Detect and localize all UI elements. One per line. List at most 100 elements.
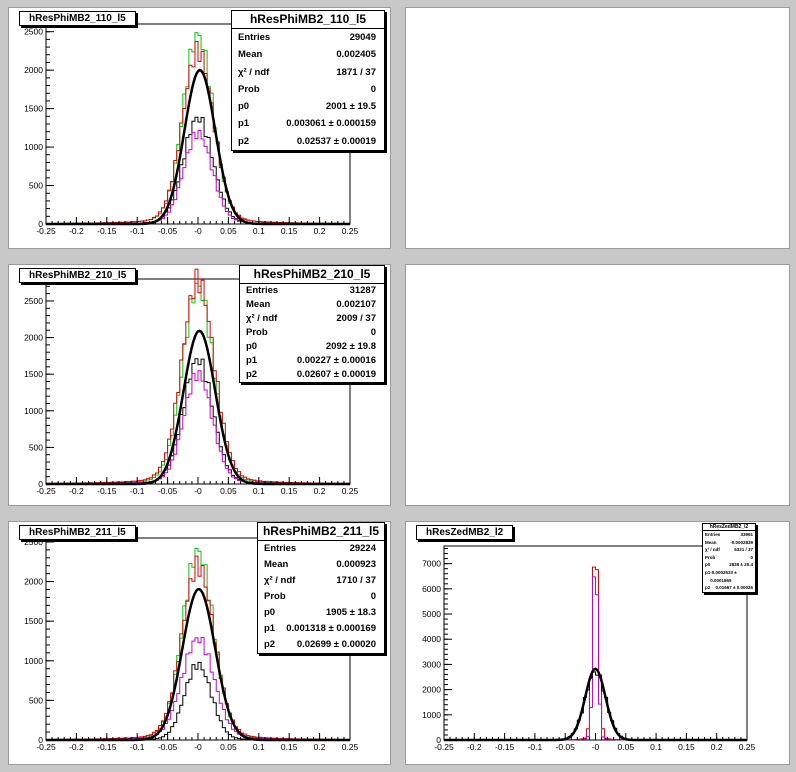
stats-row: Mean 0.002107 [240, 298, 384, 312]
stats-value: 0.000923 [336, 559, 376, 570]
stats-row: Entries 33991 [703, 531, 755, 539]
y-tick-label: 0 [38, 479, 43, 489]
x-tick-label: -0.2 [69, 742, 84, 752]
y-tick-label: 3000 [422, 659, 441, 669]
y-tick-label: 1500 [24, 616, 43, 626]
stats-label: p1 [705, 569, 711, 575]
stats-label: p1 [238, 118, 250, 130]
x-tick-label: -0.25 [36, 742, 56, 752]
stats-value: 1871 / 37 [336, 66, 376, 78]
x-tick-label: -0.2 [69, 226, 84, 236]
stats-value: 0.00227 ± 0.00016 [296, 355, 376, 366]
y-tick-label: 5000 [422, 609, 441, 619]
x-tick-label: -0.15 [97, 742, 117, 752]
stats-label: p0 [264, 607, 276, 618]
stats-value: 6321 / 37 [734, 547, 753, 553]
x-tick-label: -0 [194, 742, 202, 752]
pad-title: hResPhiMB2_110_l5 [19, 11, 136, 26]
stats-label: Prob [705, 554, 716, 560]
stats-value: 0.001318 ± 0.000169 [286, 623, 376, 634]
stats-row: p2 0.02607 ± 0.00019 [240, 368, 384, 382]
stats-value: -0.0002839 [730, 539, 753, 545]
stats-row: χ² / ndf 1710 / 37 [258, 573, 384, 589]
x-tick-label: 0.25 [342, 226, 359, 236]
stats-value: 0.002405 [336, 49, 376, 61]
x-tick-label: -0.2 [69, 486, 84, 496]
stats-label: Entries [238, 32, 271, 43]
y-tick-label: 2500 [24, 27, 43, 37]
gaussian-fit [46, 587, 350, 742]
stats-row: Prob 0 [232, 81, 384, 98]
pad-hresphimb2-211: -0.25 -0.2 -0.15 -0.1 -0.05 -0 0.05 0.1 0.15 0.2 0… [8, 521, 391, 765]
x-tick-label: -0.05 [556, 742, 576, 752]
stats-row: p1 -0.0002533 ± 0.0001865 [703, 569, 755, 584]
stats-value: 1710 / 37 [336, 575, 376, 586]
stats-row: Mean 0.000923 [258, 557, 384, 573]
pad-hresphimb2-110: -0.25 -0.2 -0.15 -0.1 -0.05 -0 0.05 0.1 0.15 0.2 0… [8, 7, 391, 249]
stats-label: χ² / ndf [238, 66, 270, 78]
y-tick-label: 0 [38, 735, 43, 745]
y-tick-label: 500 [29, 442, 43, 452]
x-tick-label: -0.15 [97, 486, 117, 496]
stats-value: 2001 ± 19.5 [325, 101, 376, 113]
x-tick-label: 0.2 [314, 742, 326, 752]
stats-value: 0 [750, 554, 753, 560]
stats-value: -0.0002533 ± 0.0001865 [710, 569, 737, 583]
stats-value: 0.002107 [336, 299, 376, 310]
stats-box: hResZedMB2_l2 Entries 33991 Mean -0.0002839 χ… [702, 523, 756, 593]
pad-title: hResPhiMB2_210_l5 [19, 268, 137, 283]
y-tick-label: 500 [29, 695, 43, 705]
x-tick-label: 0.15 [281, 486, 298, 496]
stats-value: 33991 [740, 532, 753, 537]
stats-title: hResPhiMB2_211_l5 [258, 523, 384, 541]
stats-label: Prob [238, 83, 260, 95]
stats-row: χ² / ndf 2009 / 37 [240, 312, 384, 326]
stats-row: p0 2001 ± 19.5 [232, 98, 384, 115]
y-tick-label: 2000 [24, 65, 43, 75]
stats-row: Entries 29049 [232, 29, 384, 46]
pad-title: hResZedMB2_l2 [416, 525, 514, 540]
y-tick-label: 2000 [24, 333, 43, 343]
stats-label: Mean [264, 559, 289, 570]
stats-value: 29049 [349, 32, 376, 43]
x-tick-label: -0.15 [97, 226, 117, 236]
stats-value: 0 [370, 83, 376, 95]
histogram-series [45, 661, 351, 741]
gaussian-fit [46, 329, 350, 486]
y-tick-label: 1000 [24, 406, 43, 416]
stats-value: 1905 ± 18.3 [325, 607, 376, 618]
stats-label: Mean [246, 299, 271, 310]
histogram-series [45, 370, 351, 485]
stats-row: χ² / ndf 6321 / 37 [703, 546, 755, 554]
stats-label: p2 [238, 135, 250, 147]
x-tick-label: 0.25 [739, 742, 756, 752]
plot-hresphimb2-211: -0.25 -0.2 -0.15 -0.1 -0.05 -0 0.05 0.1 0.15 0.2 0… [24, 537, 358, 752]
stats-value: 31287 [349, 285, 376, 296]
stats-row: p0 1905 ± 18.3 [258, 605, 384, 621]
stats-label: p1 [264, 623, 276, 634]
x-tick-label: -0 [592, 742, 600, 752]
stats-value: 29224 [349, 543, 376, 554]
stats-title: hResPhiMB2_210_l5 [240, 266, 384, 284]
y-tick-label: 1000 [422, 710, 441, 720]
stats-row: Entries 31287 [240, 284, 384, 298]
x-tick-label: -0.05 [158, 486, 178, 496]
y-tick-label: 1000 [24, 142, 43, 152]
stats-label: Entries [705, 532, 721, 537]
stats-value: 0.003061 ± 0.000159 [286, 118, 376, 130]
stats-row: Prob 0 [258, 589, 384, 605]
stats-label: p1 [246, 355, 258, 366]
stats-value: 2009 / 37 [336, 313, 376, 324]
stats-row: Mean 0.002405 [232, 46, 384, 63]
plot-hresphimb2-210: -0.25 -0.2 -0.15 -0.1 -0.05 -0 0.05 0.1 0.15 0.2 0… [24, 268, 359, 496]
stats-label: χ² / ndf [264, 575, 296, 586]
y-tick-label: 500 [29, 181, 43, 191]
stats-value: 2092 ± 19.8 [325, 341, 376, 352]
stats-row: Mean -0.0002839 [703, 539, 755, 547]
stats-label: Mean [705, 539, 717, 545]
x-tick-label: 0.1 [253, 486, 265, 496]
stats-row: Entries 29224 [258, 541, 384, 557]
x-tick-label: 0.1 [650, 742, 662, 752]
stats-label: Prob [246, 327, 268, 338]
stats-label: Entries [246, 285, 279, 296]
